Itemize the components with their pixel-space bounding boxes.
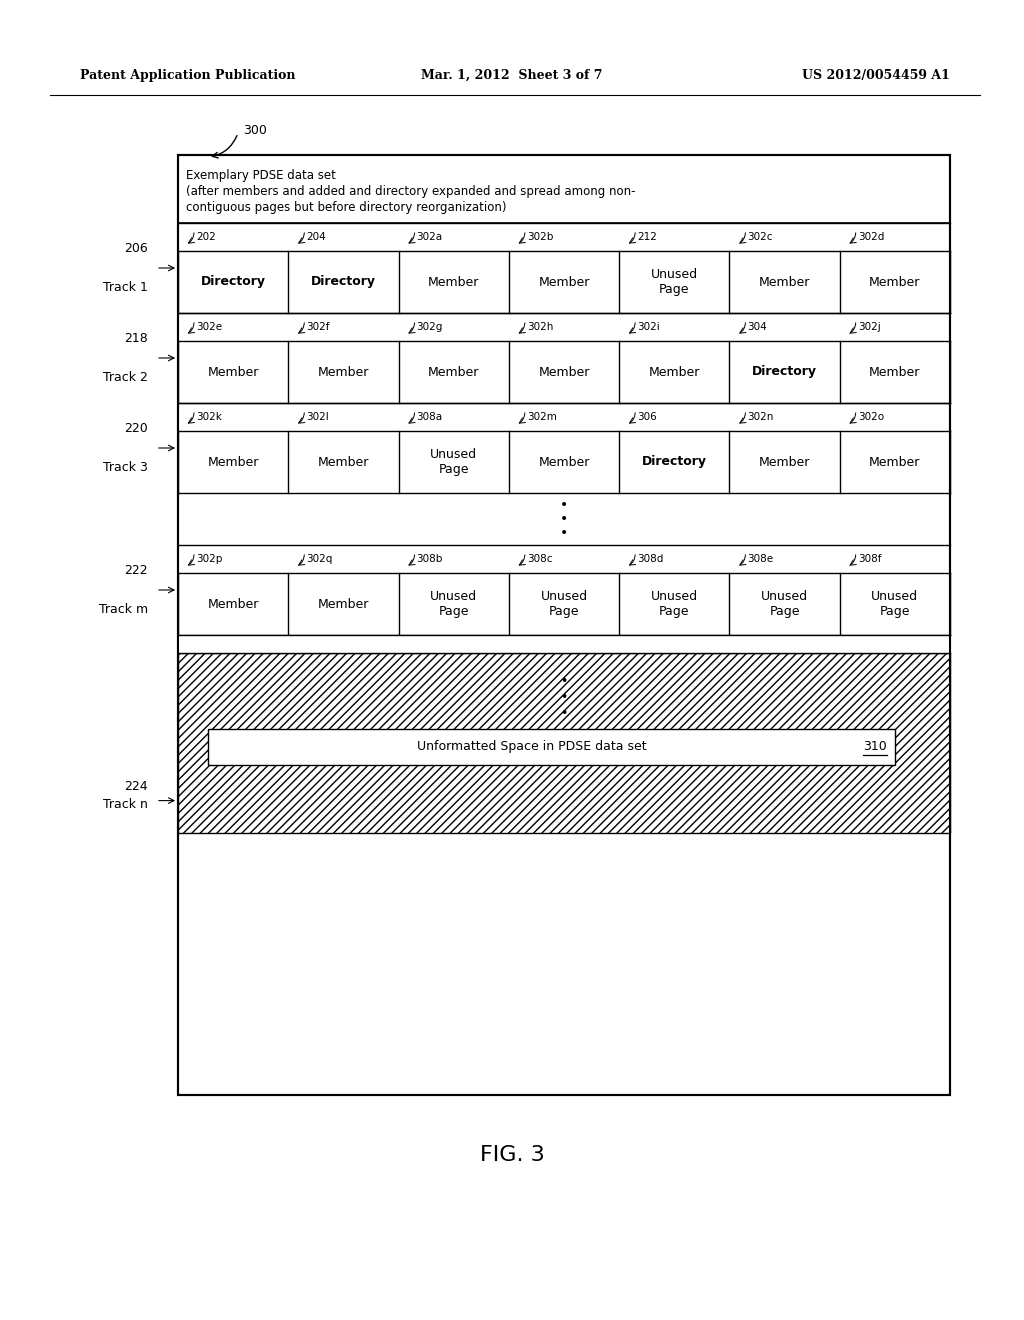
Text: Member: Member [759, 276, 810, 289]
Text: Exemplary PDSE data set: Exemplary PDSE data set [186, 169, 336, 182]
Text: 302a: 302a [417, 232, 442, 242]
Text: •: • [560, 706, 567, 719]
Text: FIG. 3: FIG. 3 [479, 1144, 545, 1166]
Text: 212: 212 [637, 232, 657, 242]
Text: 302p: 302p [196, 554, 222, 564]
Text: 302k: 302k [196, 412, 222, 422]
Text: 302l: 302l [306, 412, 329, 422]
Text: Member: Member [317, 366, 369, 379]
Text: •: • [560, 690, 567, 704]
Text: Member: Member [208, 366, 259, 379]
Text: Unused
Page: Unused Page [650, 590, 697, 618]
Text: 308d: 308d [637, 554, 664, 564]
Text: Directory: Directory [752, 366, 817, 379]
Text: 204: 204 [306, 232, 326, 242]
Text: Unused
Page: Unused Page [650, 268, 697, 296]
Bar [178, 653, 950, 833]
Text: 308b: 308b [417, 554, 443, 564]
Text: Member: Member [208, 598, 259, 610]
Text: (after members and added and directory expanded and spread among non-: (after members and added and directory e… [186, 185, 636, 198]
Text: Unused
Page: Unused Page [761, 590, 808, 618]
Text: 308f: 308f [858, 554, 882, 564]
Bar [178, 154, 950, 1096]
Text: Member: Member [869, 366, 921, 379]
Text: Unused
Page: Unused Page [430, 447, 477, 477]
Text: 206: 206 [124, 242, 148, 255]
Text: 302c: 302c [748, 232, 773, 242]
Text: Member: Member [869, 455, 921, 469]
Text: 304: 304 [748, 322, 767, 333]
Text: Mar. 1, 2012  Sheet 3 of 7: Mar. 1, 2012 Sheet 3 of 7 [421, 69, 603, 82]
Text: Unused
Page: Unused Page [871, 590, 919, 618]
Text: Member: Member [648, 366, 700, 379]
Text: •: • [560, 675, 567, 688]
Text: 302m: 302m [527, 412, 557, 422]
Text: Directory: Directory [201, 276, 265, 289]
Text: Track 3: Track 3 [103, 461, 148, 474]
Text: 220: 220 [124, 421, 148, 434]
Text: 302j: 302j [858, 322, 881, 333]
Text: 218: 218 [124, 331, 148, 345]
Text: Member: Member [317, 455, 369, 469]
Text: 308c: 308c [527, 554, 552, 564]
Text: US 2012/0054459 A1: US 2012/0054459 A1 [802, 69, 950, 82]
Text: Member: Member [539, 366, 590, 379]
Text: 306: 306 [637, 412, 656, 422]
Text: Member: Member [317, 598, 369, 610]
Text: Track 2: Track 2 [103, 371, 148, 384]
Text: 308e: 308e [748, 554, 773, 564]
Text: 302d: 302d [858, 232, 884, 242]
Text: Member: Member [539, 455, 590, 469]
Text: 302q: 302q [306, 554, 333, 564]
Text: 302h: 302h [527, 322, 553, 333]
Text: Member: Member [208, 455, 259, 469]
Text: Member: Member [759, 455, 810, 469]
Text: Member: Member [539, 276, 590, 289]
Text: Directory: Directory [311, 276, 376, 289]
Text: Track m: Track m [99, 603, 148, 616]
Text: Track 1: Track 1 [103, 281, 148, 294]
Text: Unused
Page: Unused Page [541, 590, 588, 618]
Text: Track n: Track n [103, 799, 148, 810]
Text: 302o: 302o [858, 412, 884, 422]
Text: •: • [560, 512, 568, 525]
Text: Member: Member [428, 276, 479, 289]
Text: 300: 300 [243, 124, 267, 137]
Text: 202: 202 [196, 232, 216, 242]
Text: 302e: 302e [196, 322, 222, 333]
Text: •: • [560, 498, 568, 512]
Text: •: • [560, 525, 568, 540]
Text: 308a: 308a [417, 412, 442, 422]
Text: 302f: 302f [306, 322, 330, 333]
Bar [178, 154, 950, 1096]
Text: contiguous pages but before directory reorganization): contiguous pages but before directory re… [186, 201, 507, 214]
Text: Member: Member [428, 366, 479, 379]
Text: Member: Member [869, 276, 921, 289]
Text: 310: 310 [863, 741, 887, 754]
Text: Unused
Page: Unused Page [430, 590, 477, 618]
Text: Unformatted Space in PDSE data set: Unformatted Space in PDSE data set [417, 741, 646, 754]
Text: 302n: 302n [748, 412, 774, 422]
Text: 302b: 302b [527, 232, 553, 242]
Text: 302g: 302g [417, 322, 443, 333]
Text: 302i: 302i [637, 322, 659, 333]
Text: 222: 222 [124, 564, 148, 577]
Text: Patent Application Publication: Patent Application Publication [80, 69, 296, 82]
Bar [208, 729, 895, 764]
Text: Directory: Directory [642, 455, 707, 469]
Text: 224: 224 [124, 780, 148, 793]
Bar [178, 635, 950, 653]
